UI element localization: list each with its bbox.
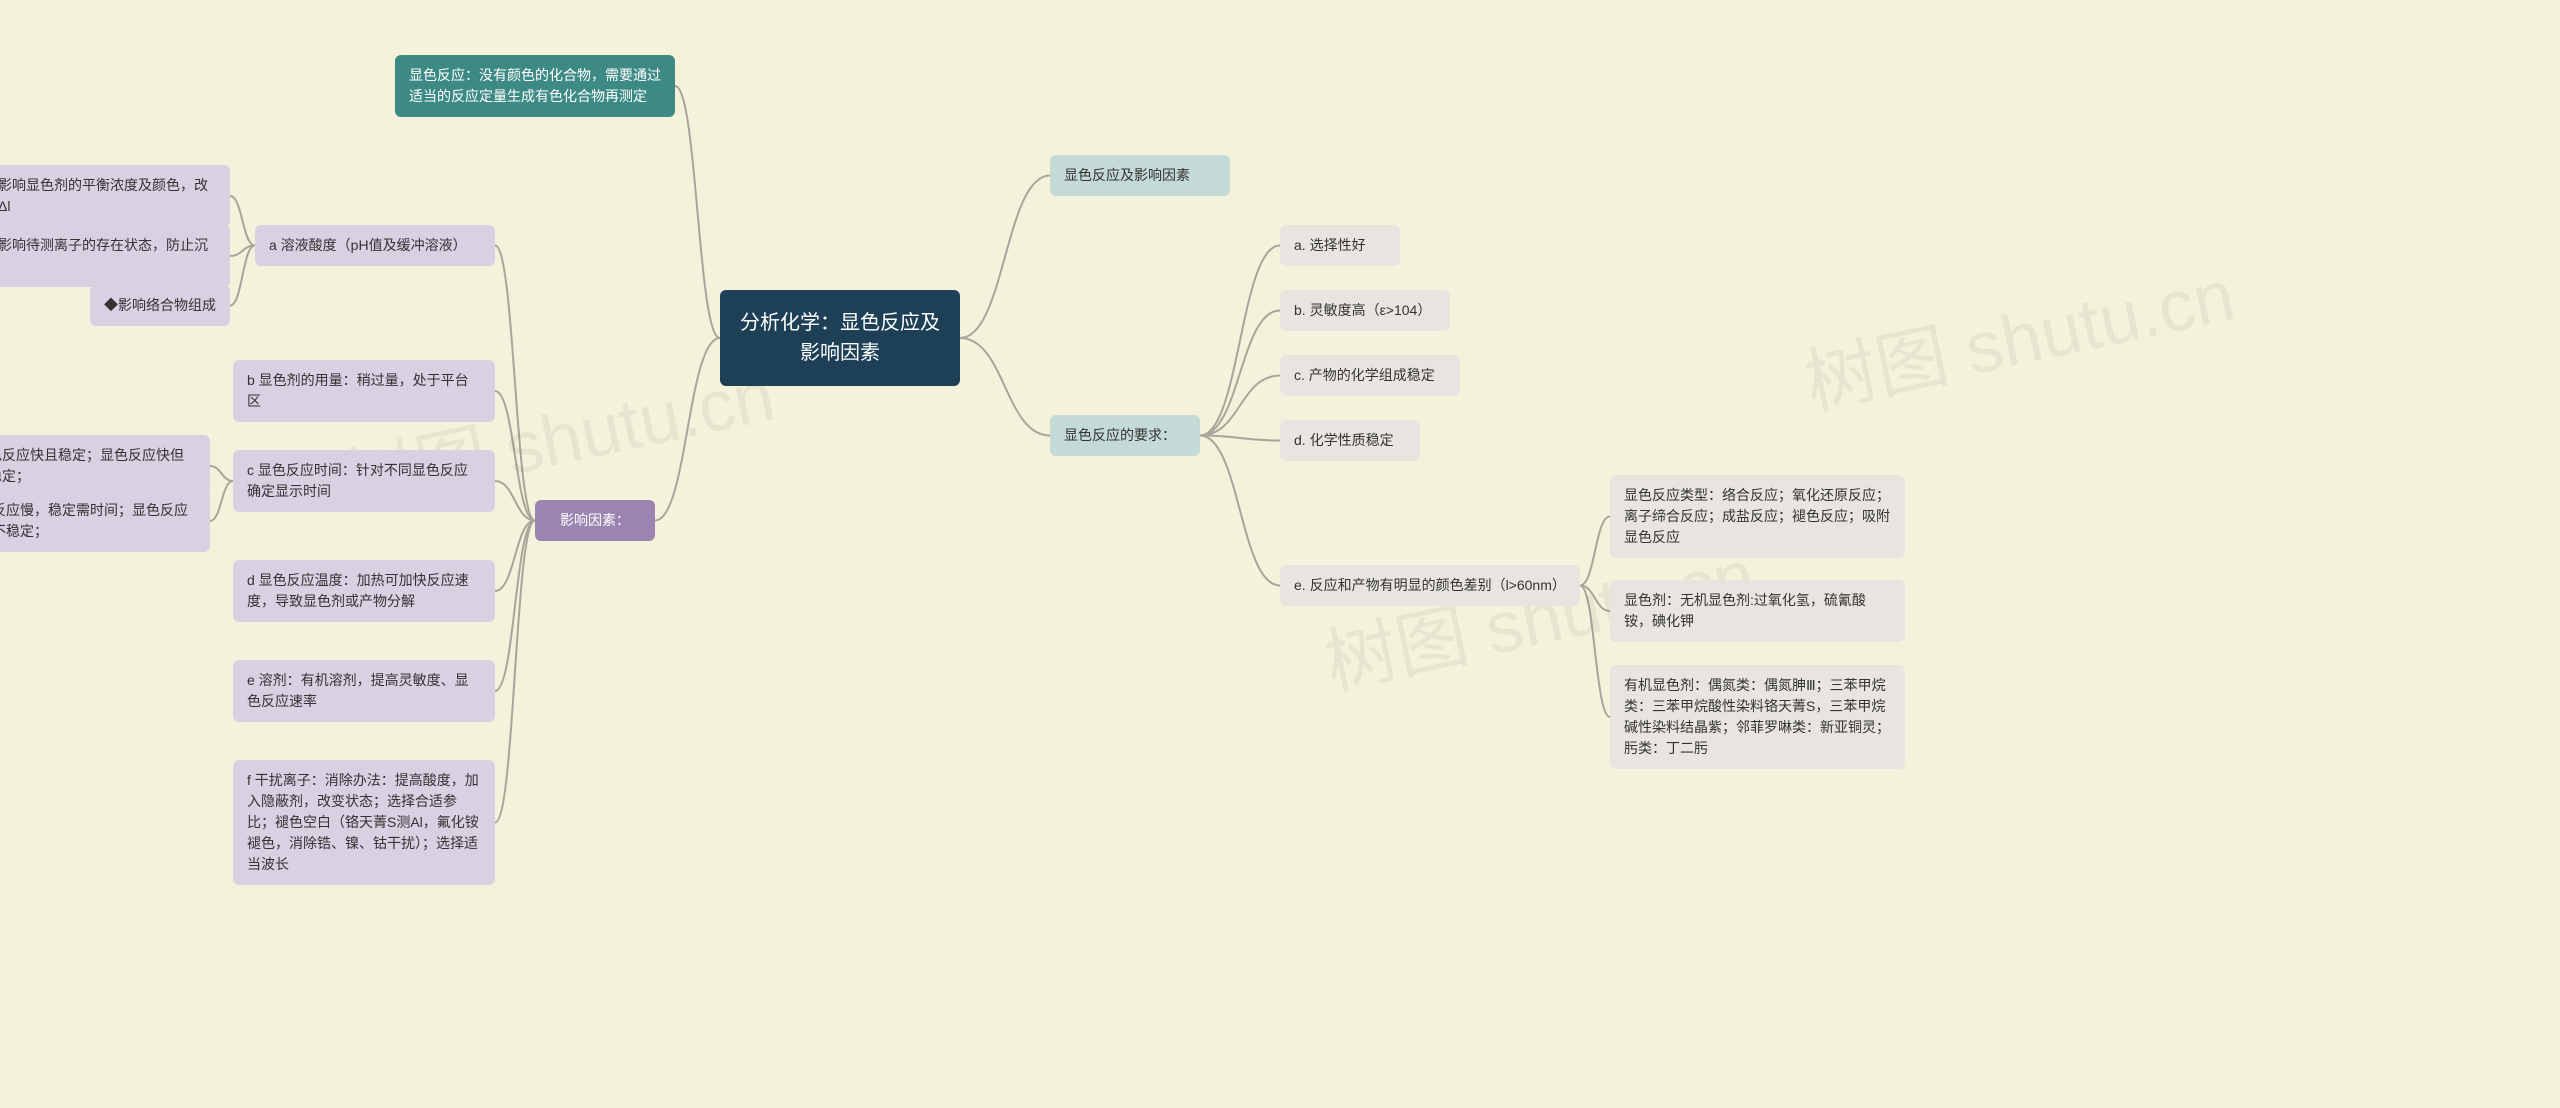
edge bbox=[1200, 246, 1280, 436]
edge bbox=[230, 246, 255, 257]
edge bbox=[230, 196, 255, 246]
node-R2a[interactable]: a. 选择性好 bbox=[1280, 225, 1400, 266]
edge bbox=[1580, 586, 1610, 718]
mindmap-connectors bbox=[0, 0, 2560, 1108]
edge bbox=[1200, 311, 1280, 436]
node-L2a2[interactable]: ◆影响待测离子的存在状态，防止沉淀 bbox=[0, 225, 230, 287]
edge bbox=[495, 481, 535, 521]
node-L2b[interactable]: b 显色剂的用量：稍过量，处于平台区 bbox=[233, 360, 495, 422]
node-R2e[interactable]: e. 反应和产物有明显的颜色差别（l>60nm） bbox=[1280, 565, 1580, 606]
node-R2[interactable]: 显色反应的要求： bbox=[1050, 415, 1200, 456]
edge bbox=[1580, 517, 1610, 586]
edge bbox=[1200, 436, 1280, 586]
node-L2f[interactable]: f 干扰离子：消除办法：提高酸度，加入隐蔽剂，改变状态；选择合适参比；褪色空白（… bbox=[233, 760, 495, 885]
node-L2a3[interactable]: ◆影响络合物组成 bbox=[90, 285, 230, 326]
node-L2[interactable]: 影响因素： bbox=[535, 500, 655, 541]
edge bbox=[960, 338, 1050, 436]
node-L2a[interactable]: a 溶液酸度（pH值及缓冲溶液） bbox=[255, 225, 495, 266]
node-L2d[interactable]: d 显色反应温度：加热可加快反应速度，导致显色剂或产物分解 bbox=[233, 560, 495, 622]
node-R2e1[interactable]: 显色反应类型：络合反应；氧化还原反应；离子缔合反应；成盐反应；褪色反应；吸附显色… bbox=[1610, 475, 1905, 558]
node-root[interactable]: 分析化学：显色反应及影响因素 bbox=[720, 290, 960, 386]
node-L2c1[interactable]: 显色反应快且稳定；显色反应快但不稳定； bbox=[0, 435, 210, 497]
node-R2e2[interactable]: 显色剂：无机显色剂:过氧化氢，硫氰酸铵，碘化钾 bbox=[1610, 580, 1905, 642]
node-R1[interactable]: 显色反应及影响因素 bbox=[1050, 155, 1230, 196]
edge bbox=[960, 176, 1050, 339]
edge bbox=[210, 481, 233, 521]
watermark: 树图 shutu.cn bbox=[1794, 236, 2242, 429]
edge bbox=[1580, 586, 1610, 612]
edge bbox=[1200, 376, 1280, 436]
edge bbox=[495, 391, 535, 521]
node-L2c[interactable]: c 显色反应时间：针对不同显色反应确定显示时间 bbox=[233, 450, 495, 512]
edge bbox=[495, 246, 535, 521]
edge bbox=[495, 521, 535, 823]
node-R2d[interactable]: d. 化学性质稳定 bbox=[1280, 420, 1420, 461]
node-R2b[interactable]: b. 灵敏度高（ε>104） bbox=[1280, 290, 1450, 331]
edge bbox=[495, 521, 535, 692]
node-L2a1[interactable]: ◆影响显色剂的平衡浓度及颜色，改变Δl bbox=[0, 165, 230, 227]
node-L2e[interactable]: e 溶剂：有机溶剂，提高灵敏度、显色反应速率 bbox=[233, 660, 495, 722]
edge bbox=[230, 246, 255, 306]
edge bbox=[655, 338, 720, 521]
node-L1[interactable]: 显色反应：没有颜色的化合物，需要通过适当的反应定量生成有色化合物再测定 bbox=[395, 55, 675, 117]
edge bbox=[675, 86, 720, 338]
node-R2c[interactable]: c. 产物的化学组成稳定 bbox=[1280, 355, 1460, 396]
edge bbox=[495, 521, 535, 592]
node-L2c2[interactable]: 显色反应慢，稳定需时间；显色反应慢但不稳定； bbox=[0, 490, 210, 552]
edge bbox=[1200, 436, 1280, 441]
edge bbox=[210, 466, 233, 481]
node-R2e3[interactable]: 有机显色剂：偶氮类：偶氮胂Ⅲ；三苯甲烷类：三苯甲烷酸性染料铬天菁S，三苯甲烷碱性… bbox=[1610, 665, 1905, 769]
